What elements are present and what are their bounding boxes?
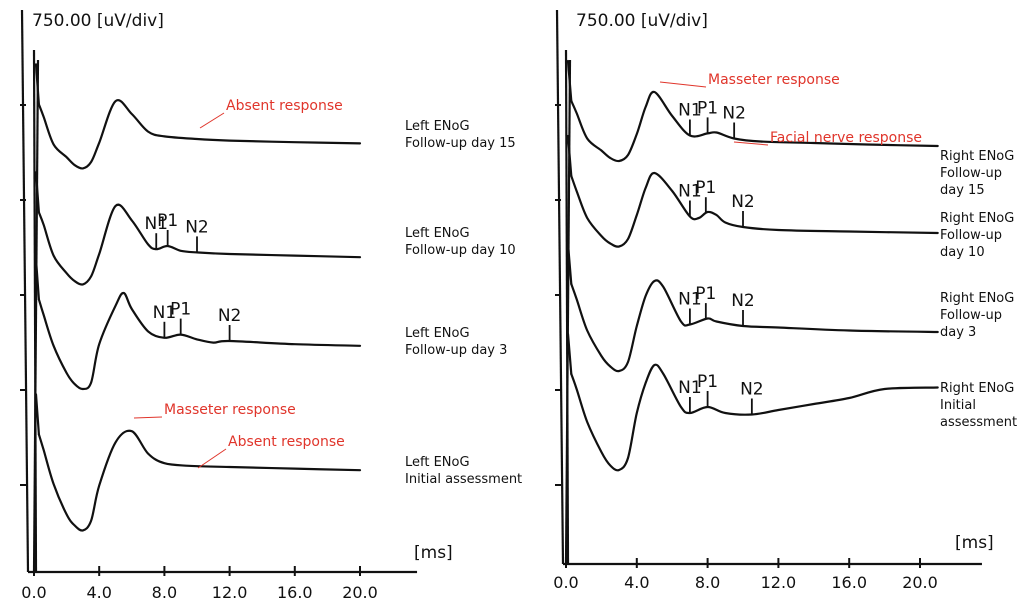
left-peak-label-n2: N2: [218, 306, 242, 326]
left-x-tick-label: 8.0: [152, 583, 177, 602]
right-peak-label-n1: N1: [678, 378, 702, 398]
left-peak-label-p1: P1: [157, 211, 178, 231]
right-y-axis: [555, 9, 565, 565]
left-x-tick-label: 0.0: [21, 583, 46, 602]
right-peak-label-p1: P1: [695, 178, 716, 198]
right-x-tick-label: 20.0: [902, 573, 938, 592]
left-trace-label: Initial assessment: [405, 472, 522, 487]
left-peak-label-n1: N1: [153, 303, 177, 323]
left-annotation-leader: [199, 112, 225, 129]
right-peak-label-n2: N2: [722, 104, 746, 124]
right-x-tick-label: 8.0: [695, 573, 720, 592]
right-peak-label-p1: P1: [695, 284, 716, 304]
left-x-tick-label: 16.0: [277, 583, 313, 602]
left-annotation: Absent response: [228, 434, 345, 450]
left-trace-label: Follow-up day 3: [405, 343, 507, 358]
left-x-unit-label: [ms]: [414, 543, 453, 563]
right-trace-label: day 15: [940, 183, 985, 198]
right-peak-label-p1: P1: [697, 372, 718, 392]
right-x-tick-label: 4.0: [624, 573, 649, 592]
left-trace-0-onset: [34, 63, 40, 106]
left-trace-3: [37, 429, 362, 532]
right-trace-label: Follow-up: [940, 228, 1002, 243]
right-trace-label: day 10: [940, 245, 985, 260]
left-annotation-leader: [197, 448, 227, 469]
right-trace-label: Right ENoG: [940, 211, 1014, 226]
right-annotation-leader: [659, 81, 707, 88]
left-x-tick-label: 20.0: [342, 583, 378, 602]
right-trace-3: [570, 363, 939, 472]
left-trace-label: Left ENoG: [405, 119, 470, 134]
left-trace-2-onset: [34, 258, 40, 301]
right-peak-label-n2: N2: [731, 291, 755, 311]
left-y-axis: [20, 9, 30, 573]
right-peak-label-n1: N1: [678, 290, 702, 310]
right-trace-1: [570, 171, 939, 248]
right-peak-label-n2: N2: [731, 192, 755, 212]
right-peak-label-n1: N1: [678, 182, 702, 202]
right-trace-3-onset: [566, 332, 573, 376]
left-peak-label-n2: N2: [185, 217, 209, 237]
right-trace-label: day 3: [940, 325, 976, 340]
left-annotation-leader: [133, 416, 163, 419]
right-trace-label: Follow-up: [940, 166, 1002, 181]
right-x-tick-label: 16.0: [831, 573, 867, 592]
left-trace-1: [37, 203, 362, 286]
left-trace-label: Left ENoG: [405, 226, 470, 241]
left-trace-1-onset: [34, 171, 40, 214]
right-peak-label-p1: P1: [697, 98, 718, 118]
right-scale-label: 750.00 [uV/div]: [576, 11, 708, 31]
right-annotation: Facial nerve response: [770, 130, 922, 146]
right-peak-label-n1: N1: [678, 101, 702, 121]
left-trace-label: Left ENoG: [405, 326, 470, 341]
right-x-tick-label: 12.0: [761, 573, 797, 592]
left-trace-0: [37, 99, 362, 170]
left-scale-label: 750.00 [uV/div]: [32, 11, 164, 31]
right-trace-1-onset: [566, 134, 573, 178]
right-peak-label-n2: N2: [740, 380, 764, 400]
left-stimulus-artifact-2: [32, 59, 40, 573]
left-trace-2: [37, 291, 362, 391]
left-trace-label: Follow-up day 15: [405, 136, 516, 151]
right-x-tick-label: 0.0: [553, 573, 578, 592]
left-peak-label-n1: N1: [144, 214, 168, 234]
right-trace-label: Right ENoG: [940, 149, 1014, 164]
right-trace-0: [570, 90, 939, 163]
left-annotation: Absent response: [226, 98, 343, 114]
left-peak-label-p1: P1: [170, 300, 191, 320]
left-trace-3-onset: [34, 393, 40, 436]
left-x-tick-label: 12.0: [212, 583, 248, 602]
right-trace-label: Follow-up: [940, 308, 1002, 323]
right-trace-label: Right ENoG: [940, 381, 1014, 396]
right-annotation-leader: [733, 141, 769, 146]
right-trace-2-onset: [566, 242, 573, 286]
right-trace-label: assessment: [940, 415, 1017, 430]
left-trace-label: Follow-up day 10: [405, 243, 516, 258]
right-x-unit-label: [ms]: [955, 533, 994, 553]
left-annotation: Masseter response: [164, 402, 296, 418]
right-trace-2: [570, 279, 939, 373]
left-x-tick-label: 4.0: [86, 583, 111, 602]
right-annotation: Masseter response: [708, 72, 840, 88]
left-trace-label: Left ENoG: [405, 455, 470, 470]
right-trace-0-onset: [566, 59, 573, 103]
right-trace-label: Right ENoG: [940, 291, 1014, 306]
right-trace-label: Initial: [940, 398, 976, 413]
